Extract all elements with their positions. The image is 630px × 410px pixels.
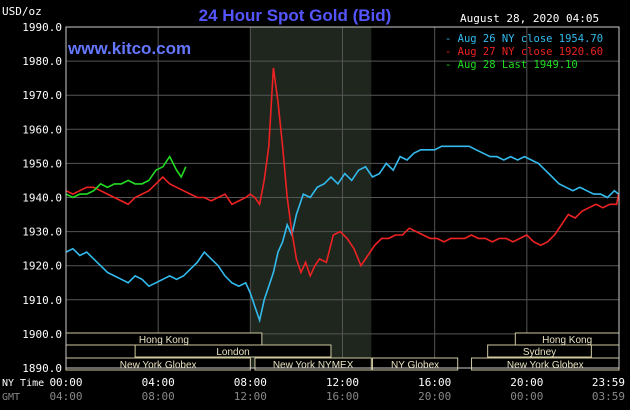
session-label: New York Globex	[120, 360, 197, 371]
x-tick-label: 08:00	[234, 376, 267, 389]
trading-sessions: Hong Kong London New York Globex New York N…	[65, 332, 620, 371]
x-axis-row-label: NY Time	[2, 378, 44, 389]
y-tick-label: 1990.0	[22, 21, 62, 34]
y-tick-label: 1960.0	[22, 123, 62, 136]
legend-entry: - Aug 27 NY close 1920.60	[445, 46, 603, 58]
session-label: New York Globex	[507, 360, 584, 371]
x-axis-row-label: GMT	[2, 392, 20, 403]
x-tick-label: 00:00	[49, 376, 82, 389]
plot-frame	[65, 26, 620, 369]
legend: - Aug 26 NY close 1954.70- Aug 27 NY clo…	[445, 33, 603, 71]
y-tick-label: 1890.0	[22, 362, 62, 375]
y-tick-label: 1950.0	[22, 157, 62, 170]
x-tick-label: 00:00	[510, 390, 543, 403]
y-tick-label: 1920.0	[22, 260, 62, 273]
y-tick-label: 1940.0	[22, 192, 62, 205]
session-label: Sydney	[523, 347, 556, 358]
x-tick-label: 12:00	[234, 390, 267, 403]
session-box	[254, 357, 372, 371]
x-tick-label: 23:59	[592, 376, 625, 389]
x-tick-label: 16:00	[418, 376, 451, 389]
session-box	[371, 357, 459, 371]
x-tick-label: 16:00	[326, 390, 359, 403]
y-tick-label: 1910.0	[22, 294, 62, 307]
y-axis-label: USD/oz	[2, 5, 42, 18]
x-tick-label: 03:59	[592, 390, 625, 403]
series-line	[65, 67, 620, 279]
legend-entry: - Aug 28 Last 1949.10	[445, 59, 578, 71]
x-tick-label: 04:00	[142, 376, 175, 389]
y-tick-label: 1930.0	[22, 226, 62, 239]
series-line	[65, 145, 620, 324]
series-line	[65, 155, 187, 199]
session-label: Hong Kong	[542, 335, 592, 346]
session-label: London	[216, 347, 249, 358]
series-lines	[65, 67, 620, 324]
y-tick-label: 1900.0	[22, 328, 62, 341]
watermark: www.kitco.com	[67, 39, 191, 58]
session-box	[134, 344, 332, 358]
session-label: NY Globex	[391, 360, 439, 371]
y-tick-label: 1980.0	[22, 55, 62, 68]
y-tick-labels: 1890.0 1900.0 1910.0 1920.0 1930.0 1940.0 1950…	[22, 21, 62, 375]
legend-entry: - Aug 26 NY close 1954.70	[445, 33, 603, 45]
session-label: Hong Kong	[139, 335, 189, 346]
y-tick-label: 1970.0	[22, 89, 62, 102]
x-tick-label: 12:00	[326, 376, 359, 389]
x-tick-label: 04:00	[49, 390, 82, 403]
x-tick-labels: NY Time 00:00 04:00 08:00 12:00 16:00 20:00 23:…	[2, 376, 625, 403]
x-tick-label: 20:00	[510, 376, 543, 389]
session-box	[487, 344, 592, 358]
timestamp: August 28, 2020 04:05	[460, 12, 599, 25]
x-tick-label: 20:00	[418, 390, 451, 403]
x-tick-label: 08:00	[142, 390, 175, 403]
chart-title: 24 Hour Spot Gold (Bid)	[199, 6, 392, 25]
session-label: New York NYMEX	[273, 360, 354, 371]
